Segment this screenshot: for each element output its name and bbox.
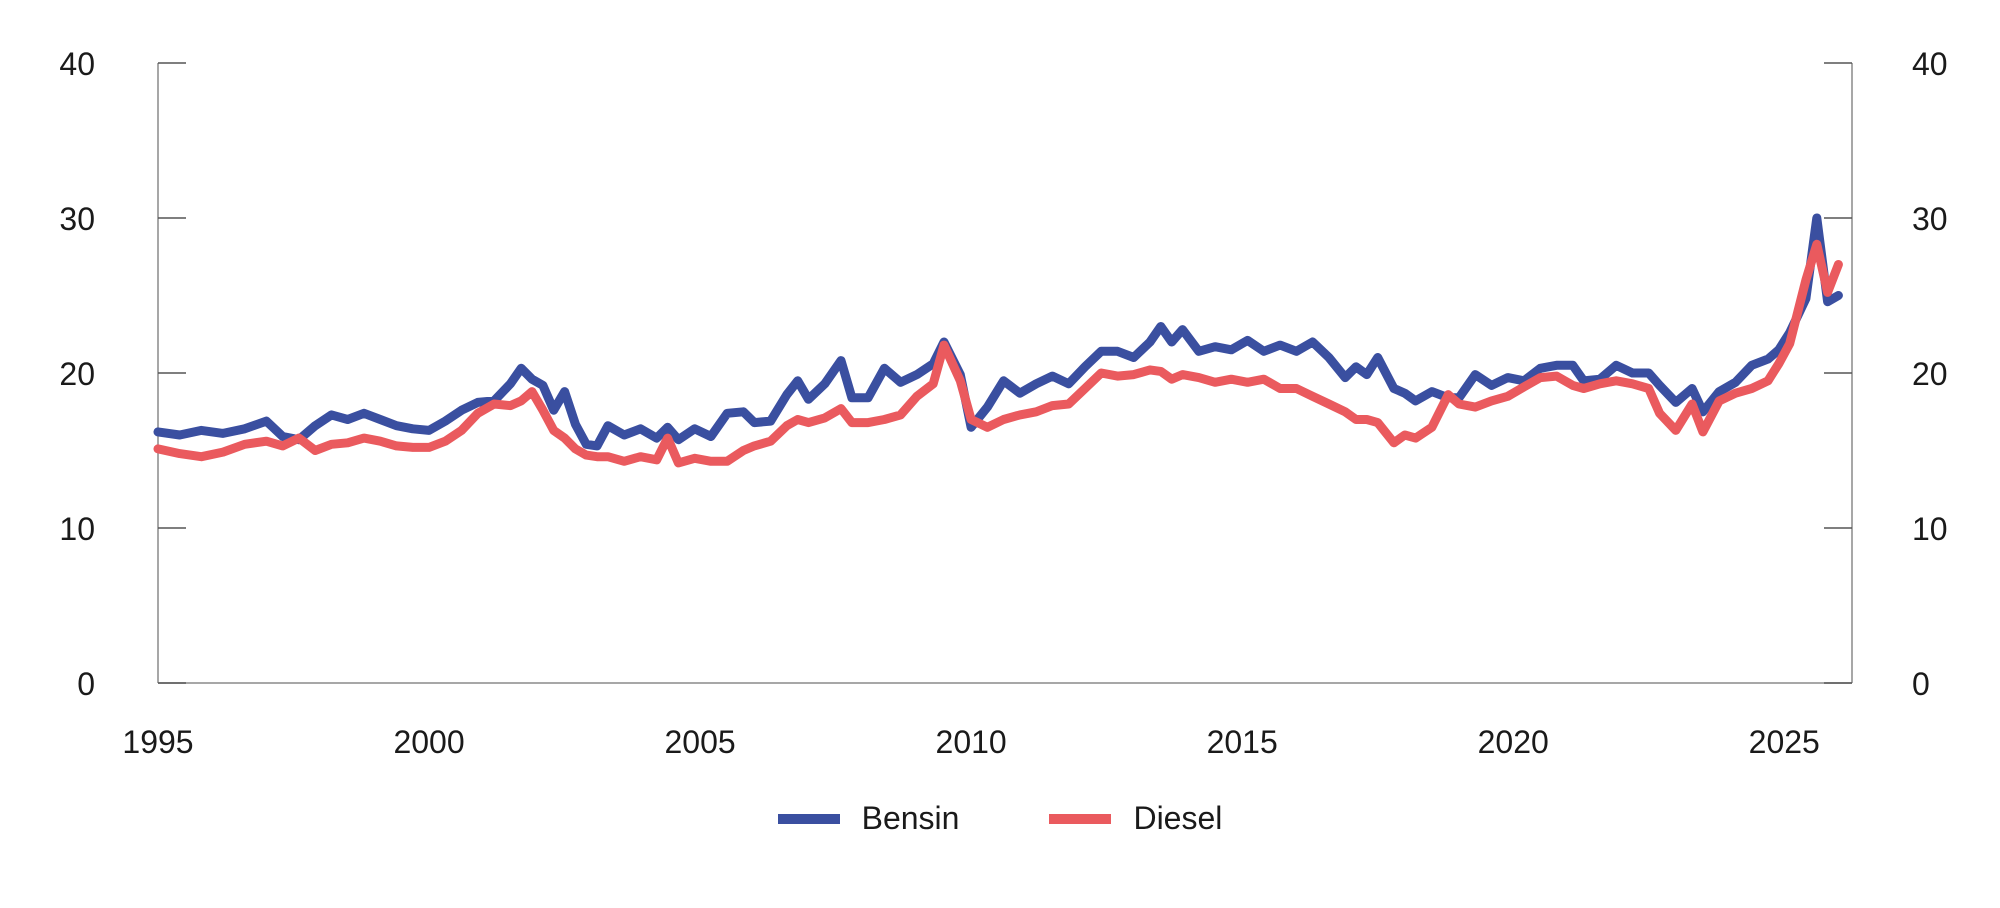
series-layer (153, 213, 1843, 468)
legend: Bensin Diesel (0, 800, 2000, 837)
x-tick-label: 2020 (1478, 724, 1549, 760)
x-tick-label: 2000 (393, 724, 464, 760)
x-tick-label: 2010 (936, 724, 1007, 760)
y-tick-label-right: 0 (1912, 666, 1930, 702)
x-tick-label: 1995 (122, 724, 193, 760)
legend-label-diesel: Diesel (1133, 800, 1223, 836)
x-tick-label: 2005 (664, 724, 735, 760)
legend-swatch-bensin (777, 813, 840, 824)
y-tick-label-left: 10 (59, 511, 95, 547)
series-line-diesel (153, 239, 1843, 468)
y-tick-label-left: 0 (77, 666, 95, 702)
y-tick-label-left: 20 (59, 356, 95, 392)
y-tick-label-right: 20 (1912, 356, 1948, 392)
y-tick-label-left: 30 (59, 201, 95, 237)
y-tick-label-left: 40 (59, 46, 95, 82)
series-line-bensin (153, 213, 1843, 451)
y-tick-label-right: 10 (1912, 511, 1948, 547)
legend-item-diesel: Diesel (1049, 800, 1222, 837)
y-tick-label-right: 30 (1912, 201, 1948, 237)
legend-swatch-diesel (1049, 813, 1112, 824)
legend-label-bensin: Bensin (861, 800, 960, 836)
legend-item-bensin: Bensin (777, 800, 960, 837)
x-tick-label: 2025 (1749, 724, 1820, 760)
y-tick-label-right: 40 (1912, 46, 1948, 82)
x-tick-label: 2015 (1207, 724, 1278, 760)
